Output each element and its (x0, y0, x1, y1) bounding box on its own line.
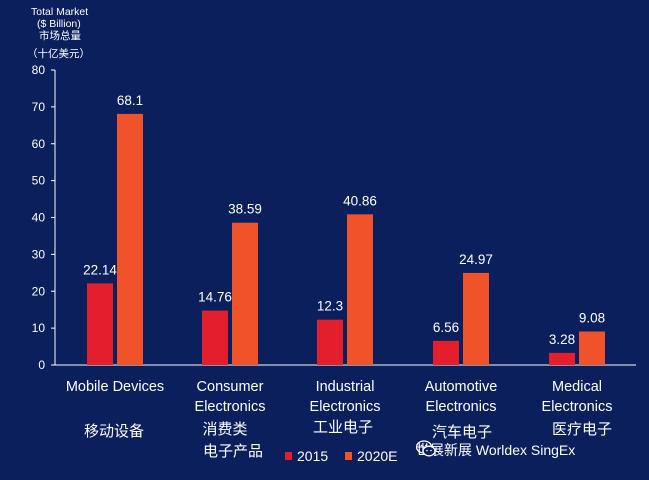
bar-2020e (117, 113, 143, 365)
y-tick-label: 80 (32, 63, 46, 77)
bar-2015 (87, 283, 113, 365)
watermark: 世展新展 Worldex SingEx (416, 440, 575, 460)
x-tick-label-zh: 医疗电子 (552, 420, 612, 438)
x-tick-label: Electronics (195, 399, 266, 415)
y-axis-title: Total Market ($ Billion) 市场总量 （十亿美元） (27, 6, 90, 60)
data-label: 38.59 (228, 202, 262, 217)
data-label: 6.56 (433, 320, 459, 335)
y-axis-title-line: （十亿美元） (27, 48, 90, 60)
bar-2015 (202, 310, 228, 365)
y-tick-label: 30 (32, 247, 46, 261)
x-tick-label: Electronics (426, 399, 497, 415)
data-label: 68.1 (117, 93, 143, 108)
x-tick-label-zh: 汽车电子 (432, 423, 492, 441)
y-tick-label: 0 (38, 358, 45, 372)
data-label: 9.08 (579, 311, 605, 326)
bar-2020e (463, 272, 489, 365)
x-tick-label: Automotive (425, 379, 498, 395)
y-axis-title-line: ($ Billion) (37, 18, 81, 30)
x-tick-label: Electronics (542, 399, 613, 415)
bar-2020e (579, 331, 605, 365)
data-label: 22.14 (83, 262, 117, 277)
data-label: 40.86 (343, 193, 377, 208)
legend-swatch (345, 452, 352, 460)
wechat-icon (416, 440, 436, 457)
y-tick-label: 20 (32, 284, 46, 298)
data-label: 14.76 (198, 290, 232, 305)
bar-2015 (549, 352, 575, 365)
y-tick-label: 60 (32, 137, 46, 151)
x-tick-label: Medical (552, 379, 602, 395)
bar-2020e (232, 222, 258, 365)
x-tick-label: Industrial (316, 379, 375, 395)
data-label: 3.28 (549, 332, 575, 347)
x-tick-label-zh: 工业电子 (313, 418, 373, 436)
bar-2015 (317, 319, 343, 365)
x-tick-label: Electronics (310, 399, 381, 415)
x-tick-label-zh: 电子产品 (203, 442, 263, 460)
legend-label: 2020E (357, 448, 397, 464)
y-tick-label: 50 (32, 174, 46, 188)
y-tick-label: 10 (32, 321, 46, 335)
x-tick-label: Mobile Devices (66, 379, 164, 395)
x-tick-label: Consumer (197, 379, 264, 395)
legend-label: 2015 (297, 448, 328, 464)
x-tick-label-zh: 移动设备 (84, 422, 144, 440)
bar-2015 (433, 340, 459, 365)
y-axis-title-line: Total Market (31, 6, 89, 18)
watermark-text: 世展新展 Worldex SingEx (416, 442, 576, 458)
y-tick-label: 70 (32, 100, 46, 114)
data-label: 12.3 (317, 299, 343, 314)
legend-swatch (285, 452, 292, 460)
y-tick-label: 40 (32, 211, 46, 225)
bar-2020e (347, 214, 373, 365)
x-tick-label-zh: 消费类 (202, 420, 247, 438)
y-axis-title-line: 市场总量 (39, 30, 81, 42)
data-label: 24.97 (459, 252, 493, 267)
